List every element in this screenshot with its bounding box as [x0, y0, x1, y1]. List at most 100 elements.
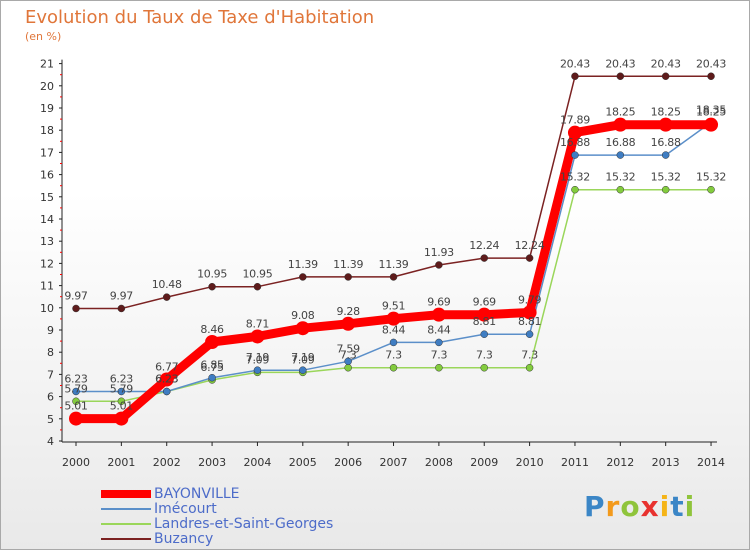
point-bayonville — [704, 117, 719, 132]
data-label-bayonville: 18.25 — [605, 106, 635, 119]
data-label-landres-et-saint-georges: 6.75 — [200, 361, 224, 374]
data-label-bayonville: 17.89 — [560, 114, 590, 127]
data-label-buzancy: 10.48 — [152, 278, 182, 291]
legend-swatch-landres — [101, 523, 151, 525]
y-tick-label: 8 — [47, 346, 54, 359]
point-buzancy — [435, 261, 443, 269]
point-buzancy — [480, 254, 488, 262]
point-buzancy — [344, 273, 352, 281]
y-tick-label: 20 — [40, 80, 54, 93]
logo-letter: o — [620, 490, 641, 523]
legend-swatch-imecourt — [101, 508, 151, 510]
point-landres-et-saint-georges — [389, 363, 398, 372]
data-label-bayonville: 9.69 — [427, 296, 451, 309]
data-label-buzancy: 9.97 — [64, 289, 88, 302]
data-label-bayonville: 8.71 — [246, 317, 269, 330]
data-label-landres-et-saint-georges: 7.3 — [521, 349, 538, 362]
data-label-bayonville: 6.77 — [155, 361, 179, 374]
point-landres-et-saint-georges — [571, 185, 579, 194]
point-bayonville — [250, 329, 265, 344]
x-tick-label: 2002 — [153, 456, 181, 469]
chart-title: Evolution du Taux de Taxe d'Habitation — [25, 7, 375, 28]
data-label-im-court: 8.44 — [382, 323, 406, 336]
y-tick-label: 5 — [47, 413, 54, 426]
data-label-bayonville: 18.25 — [651, 106, 681, 119]
point-im-court — [571, 151, 579, 159]
data-label-landres-et-saint-georges: 15.32 — [605, 171, 635, 184]
point-bayonville — [114, 411, 129, 426]
chart-subtitle: (en %) — [25, 30, 62, 43]
data-label-im-court: 7.19 — [291, 351, 315, 364]
point-bayonville — [69, 411, 83, 426]
data-label-landres-et-saint-georges: 7.3 — [385, 349, 402, 362]
data-label-im-court: 8.81 — [518, 315, 541, 328]
x-tick-label: 2010 — [516, 456, 544, 469]
data-label-buzancy: 11.39 — [288, 258, 318, 271]
point-im-court — [72, 387, 80, 396]
point-im-court — [299, 366, 307, 374]
data-label-im-court: 16.88 — [605, 136, 635, 149]
series-labels: 9.97 9.97 10.48 10.95 10.95 11.39 11.39 11.39 11… — [64, 57, 726, 412]
y-tick-label: 12 — [40, 257, 54, 270]
y-tick-label: 11 — [40, 280, 54, 293]
data-label-bayonville: 8.46 — [200, 323, 224, 336]
logo-letter: t — [670, 490, 685, 523]
x-tick-label: 2001 — [107, 456, 135, 469]
point-im-court — [480, 330, 488, 338]
data-label-bayonville: 18.25 — [696, 106, 726, 119]
legend-label: Buzancy — [154, 531, 214, 547]
point-landres-et-saint-georges — [707, 185, 715, 194]
data-label-im-court: 7.59 — [337, 342, 361, 355]
point-bayonville — [567, 125, 582, 140]
data-label-im-court: 6.23 — [110, 372, 134, 385]
point-buzancy — [117, 304, 126, 313]
point-landres-et-saint-georges — [435, 363, 443, 372]
legend-label: Landres-et-Saint-Georges — [154, 516, 334, 532]
y-tick-label: 9 — [47, 324, 54, 337]
point-buzancy — [253, 282, 262, 291]
x-tick-label: 2011 — [561, 456, 589, 469]
y-tick-label: 13 — [40, 235, 54, 248]
x-tick-label: 2013 — [652, 456, 680, 469]
point-im-court — [661, 151, 670, 159]
x-tick-label: 2006 — [334, 456, 362, 469]
data-label-landres-et-saint-georges: 7.3 — [340, 349, 357, 362]
y-tick-label: 21 — [40, 58, 54, 71]
point-buzancy — [72, 304, 80, 313]
data-label-buzancy: 9.97 — [110, 289, 134, 302]
point-im-court — [616, 151, 625, 159]
data-label-im-court: 7.19 — [246, 351, 270, 364]
point-bayonville — [159, 372, 174, 387]
y-tick-label: 14 — [40, 213, 54, 226]
data-label-landres-et-saint-georges: 7.3 — [431, 349, 448, 362]
y-tick-label: 6 — [47, 391, 54, 404]
point-im-court — [389, 338, 398, 347]
data-label-landres-et-saint-georges: 5.79 — [64, 382, 88, 395]
y-tick-label: 4 — [47, 435, 54, 448]
data-label-buzancy: 10.95 — [197, 268, 227, 281]
x-tick-label: 2005 — [289, 456, 317, 469]
point-landres-et-saint-georges — [616, 185, 625, 194]
y-tick-label: 15 — [40, 191, 54, 204]
data-label-im-court: 8.81 — [473, 315, 496, 328]
legend-swatch-bayonville — [101, 490, 151, 498]
point-buzancy — [208, 282, 216, 291]
point-buzancy — [616, 72, 625, 81]
x-tick-label: 2003 — [198, 456, 226, 469]
y-tick-label: 10 — [40, 302, 54, 315]
point-im-court — [117, 387, 126, 396]
point-bayonville — [295, 321, 310, 336]
point-im-court — [435, 338, 443, 347]
point-bayonville — [205, 334, 220, 349]
point-bayonville — [522, 305, 537, 320]
data-label-buzancy: 12.24 — [515, 239, 545, 252]
point-bayonville — [386, 311, 401, 326]
point-bayonville — [477, 307, 492, 322]
data-label-landres-et-saint-georges: 15.32 — [696, 171, 726, 184]
data-label-bayonville: 9.28 — [337, 305, 361, 318]
x-tick-label: 2004 — [243, 456, 271, 469]
logo-letter: P — [584, 490, 606, 523]
legend-swatch-buzancy — [101, 538, 151, 540]
point-landres-et-saint-georges — [661, 185, 670, 194]
